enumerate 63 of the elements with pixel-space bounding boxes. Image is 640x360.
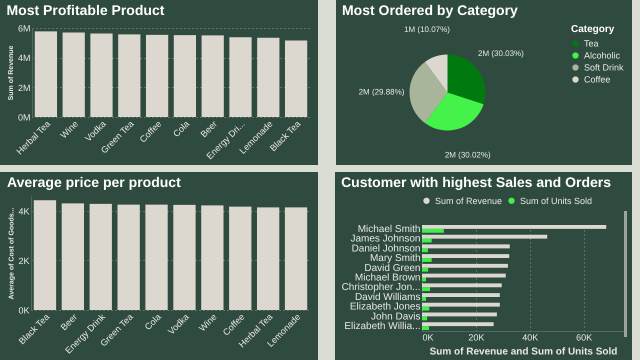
bar bbox=[117, 204, 140, 310]
y-tick-label: John Davis bbox=[371, 311, 420, 322]
chart-title: Most Ordered by Category bbox=[342, 2, 518, 18]
data-label: 1M (10.07%) bbox=[404, 24, 450, 34]
bar bbox=[256, 207, 280, 310]
legend-label: Sum of Units Sold bbox=[520, 196, 592, 206]
y-tick-label: Michael Smith bbox=[358, 224, 420, 235]
bar bbox=[90, 33, 113, 117]
bar bbox=[202, 35, 224, 117]
legend-label: Coffee bbox=[584, 74, 610, 84]
chart-title: Most Profitable Product bbox=[6, 2, 165, 18]
chart-title: Average price per product bbox=[6, 174, 182, 190]
x-tick-label: 0K bbox=[422, 332, 434, 342]
bar bbox=[284, 40, 308, 117]
y-tick-label: 2K bbox=[18, 256, 30, 266]
pie-slice bbox=[425, 54, 448, 92]
chart-title: Customer with highest Sales and Orders bbox=[341, 174, 612, 190]
y-tick-label: Elizabeth Jones bbox=[350, 302, 420, 313]
bar bbox=[118, 34, 140, 117]
bar bbox=[34, 200, 56, 310]
x-tick-label: 60K bbox=[576, 332, 592, 342]
y-tick-label: 6M bbox=[18, 24, 30, 34]
y-tick-label: 0M bbox=[18, 112, 30, 122]
data-label: 2M (30.03%) bbox=[478, 48, 524, 58]
legend-title: Category bbox=[571, 24, 615, 35]
bar bbox=[145, 204, 168, 310]
bar bbox=[62, 203, 84, 310]
legend-label: Soft Drink bbox=[584, 62, 624, 72]
data-label: 2M (30.02%) bbox=[444, 150, 491, 160]
y-tick-label: James Johnson bbox=[350, 234, 420, 245]
x-tick-label: Cola bbox=[171, 118, 192, 139]
legend-label: Tea bbox=[584, 38, 599, 48]
pie-slice bbox=[425, 92, 484, 130]
bar bbox=[146, 34, 168, 117]
y-tick-label: David Green bbox=[364, 262, 420, 274]
y-tick-label: David Williams bbox=[354, 292, 420, 303]
bar bbox=[229, 206, 252, 310]
bar bbox=[90, 204, 112, 310]
legend-label: Sum of Revenue bbox=[435, 196, 502, 206]
pie-slice bbox=[410, 62, 448, 124]
bar bbox=[62, 32, 85, 117]
y-tick-label: Mary Smith bbox=[370, 253, 420, 264]
x-tick-label: 20K bbox=[468, 332, 484, 342]
y-tick-label: 4K bbox=[18, 206, 30, 216]
bar bbox=[34, 31, 58, 117]
bar bbox=[284, 207, 308, 310]
bar bbox=[174, 35, 196, 117]
y-tick-label: Daniel Johnson bbox=[352, 243, 420, 254]
y-tick-label: Michael Brown bbox=[354, 272, 420, 284]
bar bbox=[229, 37, 252, 117]
y-tick-label: Elizabeth Willia... bbox=[344, 321, 420, 332]
bar bbox=[257, 38, 280, 117]
x-axis-title: Sum of Revenue and Sum of Units Sold bbox=[430, 346, 618, 358]
y-tick-label: 4M bbox=[18, 53, 30, 64]
pie-slice bbox=[448, 54, 486, 104]
data-label: 2M (29.88%) bbox=[358, 88, 405, 97]
legend-label: Alcoholic bbox=[584, 50, 621, 60]
bar bbox=[201, 205, 224, 310]
x-tick-label: 40K bbox=[522, 332, 538, 342]
y-tick-label: 2M bbox=[18, 82, 30, 93]
y-tick-label: Christopher Jon... bbox=[342, 282, 420, 294]
bar bbox=[173, 204, 196, 310]
x-tick-label: Cola bbox=[142, 312, 163, 332]
